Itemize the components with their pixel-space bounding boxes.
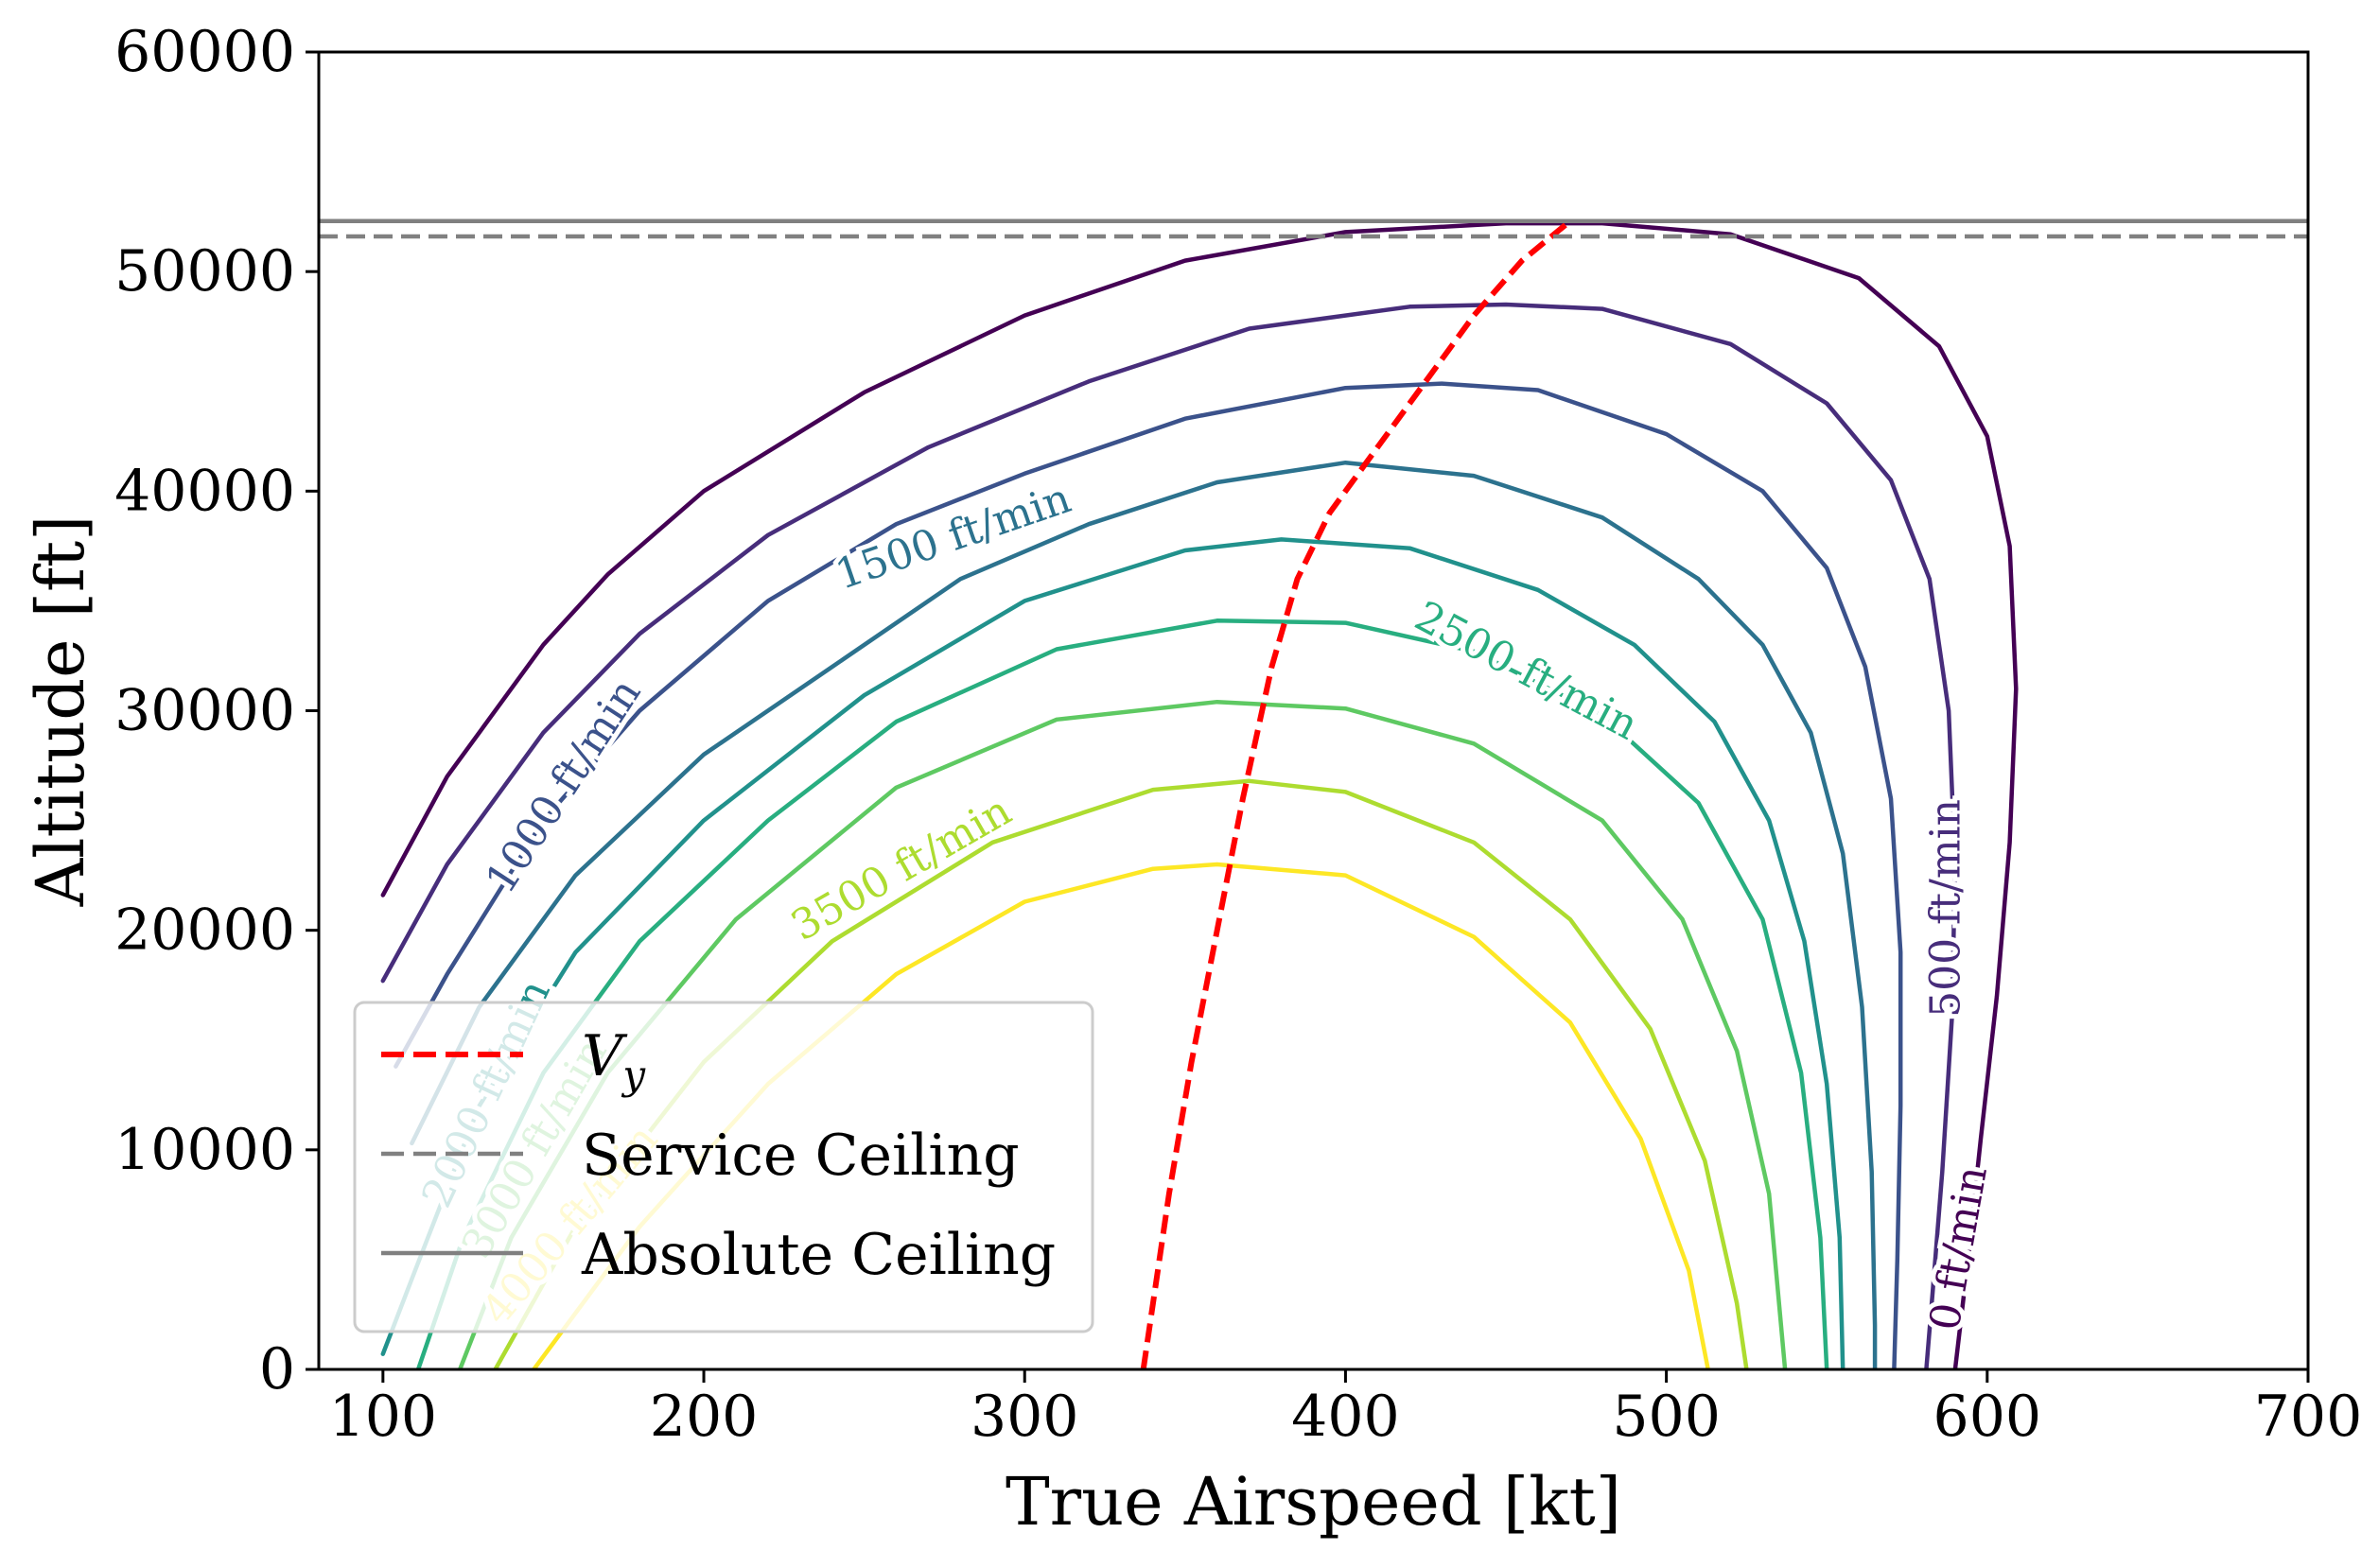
contour-line-1500-ft-min bbox=[410, 460, 1878, 1369]
series-v-y bbox=[1140, 218, 1572, 1369]
legend-label: Absolute Ceiling bbox=[581, 1222, 1056, 1288]
contour-label: 2500 ft/min bbox=[1408, 592, 1647, 750]
axis-ticks: 100 200 300 400 500 600 700 0 10000 20000 30000 400… bbox=[114, 19, 2362, 1450]
contour-line-2000-ft-min bbox=[380, 537, 1845, 1369]
x-tick-label: 300 bbox=[971, 1384, 1079, 1450]
x-axis-title: True Airspeed [kt] bbox=[1006, 1463, 1621, 1541]
contour-line-1000-ft-min bbox=[394, 381, 1903, 1369]
y-tick-label: 40000 bbox=[114, 458, 295, 524]
contour-line-500-ft-min bbox=[380, 302, 1958, 1369]
contour-label: 0 ft/min bbox=[1920, 1162, 1997, 1333]
y-tick-label: 10000 bbox=[114, 1117, 295, 1183]
contour-label: 500 ft/min bbox=[1922, 799, 1970, 1018]
legend-label: Service Ceiling bbox=[582, 1123, 1020, 1189]
y-tick-label: 20000 bbox=[114, 897, 295, 964]
legend-box bbox=[353, 1001, 1094, 1333]
y-tick-label: 50000 bbox=[114, 238, 295, 305]
x-tick-label: 200 bbox=[650, 1384, 759, 1450]
x-tick-label: 500 bbox=[1612, 1384, 1721, 1450]
x-tick-label: 600 bbox=[1933, 1384, 2042, 1450]
y-axis-title: Altitude [ft] bbox=[22, 515, 99, 908]
y-tick-label: 60000 bbox=[114, 19, 295, 85]
legend: Vy Service Ceiling Absolute Ceiling bbox=[353, 1001, 1094, 1333]
x-tick-label: 700 bbox=[2254, 1384, 2363, 1450]
contour-label: 1500 ft/min bbox=[830, 474, 1076, 600]
x-tick-label: 400 bbox=[1291, 1384, 1400, 1450]
y-tick-label: 0 bbox=[259, 1336, 295, 1402]
legend-label: Vy bbox=[582, 1023, 646, 1098]
y-tick-label: 30000 bbox=[114, 678, 295, 744]
x-tick-label: 100 bbox=[329, 1384, 438, 1450]
contour-line-0-ft-min bbox=[380, 220, 2019, 1369]
